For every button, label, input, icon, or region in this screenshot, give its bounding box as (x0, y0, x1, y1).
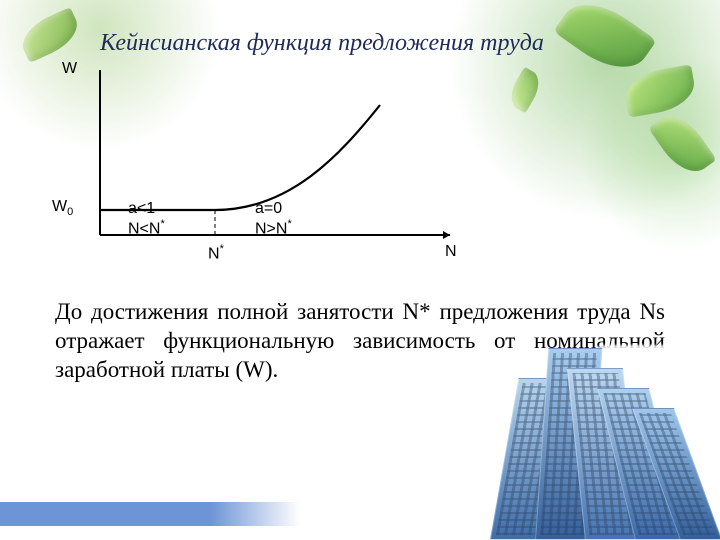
leaf-icon (505, 67, 546, 114)
leaf-icon (622, 64, 698, 118)
region-left-line1: a<1 (128, 200, 155, 218)
slide: Кейнсианская функция предложения труда W… (0, 0, 720, 540)
y-axis-label: W (62, 60, 77, 78)
region-left-line2: N<N* (128, 218, 165, 238)
n-star-label: N* (208, 243, 224, 263)
region-right-line2: N>N* (255, 218, 292, 238)
w0-label: W0 (52, 198, 73, 218)
region-right-line1: a=0 (255, 200, 282, 218)
labor-supply-chart: W W0 N* N a<1 N<N* a=0 N>N* (50, 60, 470, 285)
footer-accent-bar (0, 502, 300, 526)
leaf-icon (648, 106, 716, 181)
buildings-decoration (480, 340, 720, 540)
slide-title: Кейнсианская функция предложения труда (100, 30, 620, 57)
chart-svg (50, 60, 470, 285)
leaf-icon (16, 7, 85, 63)
x-axis-label: N (445, 243, 457, 261)
